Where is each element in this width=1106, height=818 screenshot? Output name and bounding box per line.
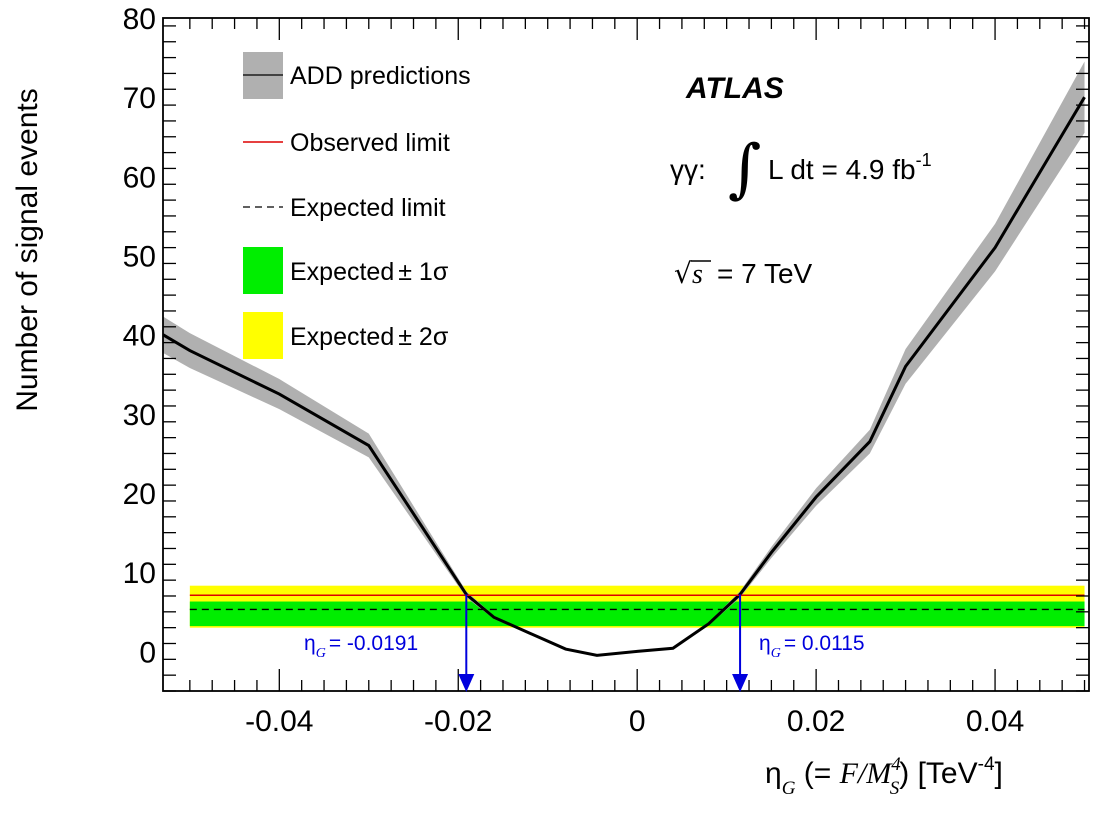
x-title-close: ) [TeV — [899, 757, 977, 790]
x-tick-label: -0.04 — [245, 705, 313, 738]
annotation-left-sub: G — [316, 646, 326, 661]
x-title-tev-exp: -4 — [978, 754, 995, 775]
energy-text: = 7 TeV — [717, 258, 813, 289]
lines-group — [189, 594, 1085, 611]
legend-observed-label: Observed limit — [290, 129, 450, 157]
limit-arrow-head — [458, 674, 475, 692]
annotation-right-text: = 0.0115 — [784, 632, 865, 655]
limit-arrows — [458, 594, 749, 692]
y-tick-label: 50 — [123, 241, 156, 274]
energy-symbol: s — [692, 259, 703, 290]
add-band-group — [163, 61, 1086, 657]
channel-label: γγ: — [670, 154, 706, 185]
limit-annotations: ηG = -0.0191 ηG = 0.0115 — [304, 632, 865, 661]
y-axis-title: Number of signal events — [11, 88, 44, 412]
x-title-fm: F/M — [839, 757, 894, 790]
luminosity-text: L dt = 4.9 fb — [768, 154, 916, 185]
legend-add-label: ADD predictions — [290, 62, 471, 90]
annotation-left-text: = -0.0191 — [329, 632, 418, 655]
legend-two-sigma-pm: ± 2σ — [398, 323, 449, 351]
y-tick-label: 10 — [123, 557, 156, 590]
legend-one-sigma-text: Expected — [290, 258, 394, 286]
y-tick-label: 20 — [123, 478, 156, 511]
legend-two-sigma-text: Expected — [290, 323, 394, 351]
annotation-right-sub: G — [771, 646, 781, 661]
luminosity-label: L dt = 4.9 fb-1 — [768, 150, 932, 185]
x-tick-label: 0.04 — [966, 705, 1024, 738]
y-tick-label: 40 — [123, 320, 156, 353]
axis-ticks — [163, 18, 1089, 692]
energy-label: √ s = 7 TeV — [674, 257, 813, 290]
sqrt-symbol: √ — [674, 257, 692, 290]
one-sigma-band — [189, 601, 1085, 627]
x-title-m-sup: 4 — [891, 754, 901, 775]
x-tick-label: -0.02 — [424, 705, 492, 738]
tick-labels: -0.04 -0.02 0 0.02 0.04 0 10 20 30 40 50 60 70 80 — [123, 3, 1025, 738]
x-axis-title: ηG (= F/M4 S) [TeV-4] — [765, 754, 1003, 799]
x-title-eta-sub: G — [782, 778, 796, 799]
annotation-right-eta: η — [759, 632, 771, 655]
sigma-bands — [189, 585, 1085, 628]
plot-frame — [162, 17, 1090, 692]
y-tick-label: 0 — [139, 636, 156, 669]
x-tick-label: 0 — [629, 705, 646, 738]
legend-one-sigma-pm: ± 1σ — [398, 258, 449, 286]
atlas-label: ATLAS — [685, 72, 784, 105]
legend-two-sigma-label: Expected ± 2σ — [290, 323, 449, 351]
integral-symbol: ∫ — [728, 132, 761, 206]
x-title-open: (= — [795, 757, 839, 790]
y-tick-label: 80 — [123, 3, 156, 36]
legend-one-sigma-label: Expected ± 1σ — [290, 258, 449, 286]
y-tick-label: 70 — [123, 82, 156, 115]
y-tick-label: 60 — [123, 161, 156, 194]
x-title-eta: η — [765, 757, 782, 790]
luminosity-exp: -1 — [916, 150, 932, 170]
x-tick-label: 0.02 — [787, 705, 845, 738]
annotation-right: ηG = 0.0115 — [759, 632, 865, 661]
legend-one-sigma-swatch — [243, 247, 283, 294]
annotation-left-eta: η — [304, 632, 316, 655]
x-title-end: ] — [995, 757, 1003, 790]
annotation-left: ηG = -0.0191 — [304, 632, 418, 661]
legend: ADD predictions Observed limit Expected … — [243, 52, 471, 359]
legend-two-sigma-swatch — [243, 312, 283, 359]
y-tick-label: 30 — [123, 399, 156, 432]
limit-arrow-head — [732, 674, 749, 692]
legend-expected-label: Expected limit — [290, 194, 446, 222]
add-prediction-line — [163, 96, 1086, 657]
x-title-m-sub: S — [890, 778, 900, 799]
